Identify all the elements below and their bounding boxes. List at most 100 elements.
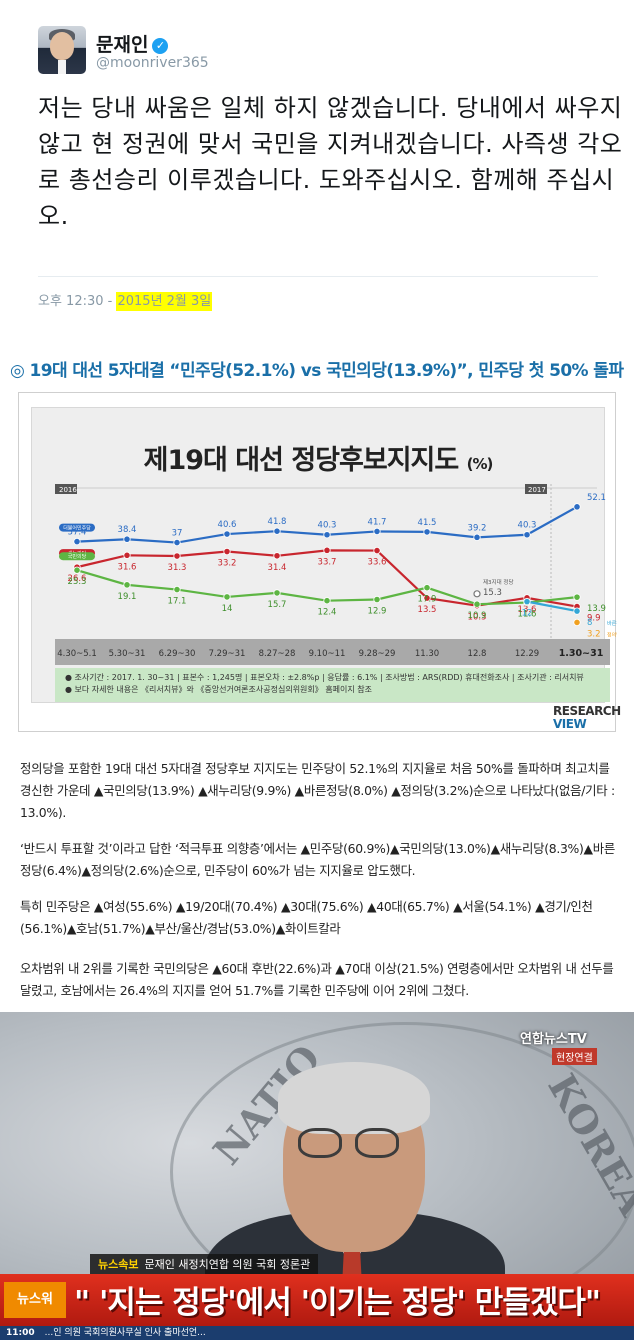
article-paragraph-2: ‘반드시 투표할 것’이라고 답한 ‘적극투표 의향층’에서는 ▲민주당(60.… [20, 841, 615, 878]
data-label-2-9: 11.6 [518, 610, 537, 620]
data-point-0-4 [273, 527, 281, 535]
data-label-0-3: 40.6 [218, 520, 237, 530]
logo-line2: VIEW [553, 717, 587, 731]
x-tick-label-8: 12.8 [468, 649, 487, 659]
x-axis-bar [55, 639, 610, 665]
annotation-value: 15.3 [483, 588, 502, 598]
data-point-2-3 [223, 593, 231, 601]
live-tag: 현장연결 [552, 1048, 597, 1065]
year-badge-2017 [525, 484, 547, 494]
data-label-2-8: 10.9 [468, 611, 487, 621]
data-label-2-10: 13.9 [587, 604, 606, 614]
user-handle[interactable]: @moonriver365 [96, 55, 209, 71]
data-label-1-2: 31.3 [168, 563, 187, 573]
x-tick-label-5: 9.10~11 [309, 649, 346, 659]
article-headline: ◎ 19대 대선 5자대결 “민주당(52.1%) vs 국민의당(13.9%)… [10, 361, 624, 381]
display-name-text: 문재인 [96, 34, 149, 56]
tweet-text: 저는 당내 싸움은 일체 하지 않겠습니다. 당내에서 싸우지 않고 현 정권에… [38, 94, 623, 230]
data-point-0-3 [223, 530, 231, 538]
avatar-shirt [58, 60, 66, 74]
data-label-4-10: 3.2 [587, 629, 601, 639]
display-name[interactable]: 문재인 ✓ [96, 30, 169, 57]
data-point-2-4 [273, 589, 281, 597]
year-badge-2016 [55, 484, 77, 494]
tweet-timestamp[interactable]: 오후 12:30 - 2015년 2월 3일 [38, 290, 213, 311]
series-chip-label-0: 더불어민주당 [63, 525, 91, 532]
x-tick-label-4: 8.27~28 [259, 649, 296, 659]
logo-line1: RESEARCH [553, 704, 621, 718]
tweet-divider [38, 276, 598, 277]
data-point-4-10 [573, 618, 581, 627]
data-point-1-6 [373, 546, 381, 555]
year-label-2017: 2017 [528, 486, 546, 494]
data-label-3-10: 8 [587, 618, 592, 628]
data-label-1-0: 26.6 [68, 574, 87, 584]
annotation-text: 제3지대 정당 [483, 578, 514, 586]
data-point-2-5 [323, 597, 331, 605]
data-label-2-3: 14 [222, 604, 233, 614]
data-point-0-0 [73, 537, 81, 546]
article-paragraph-1: 정의당을 포함한 19대 대선 5자대결 정당후보 지지도는 민주당이 52.1… [20, 761, 615, 820]
data-label-1-4: 31.4 [268, 563, 287, 573]
data-point-2-1 [123, 581, 131, 589]
data-point-3-10 [573, 607, 581, 615]
series-chip-label-2: 국민의당 [68, 553, 87, 560]
data-label-2-5: 12.4 [318, 608, 337, 618]
data-label-0-9: 40.3 [518, 521, 537, 531]
glasses-left-lens [298, 1128, 342, 1158]
news-caption: " '지는 정당'에서 '이기는 정당' 만들겠다" [74, 1285, 601, 1321]
chart-title: 제19대 대선 정당후보지지도 (%) [32, 438, 604, 477]
data-label-2-6: 12.9 [368, 607, 387, 617]
data-label-1-7: 13.5 [418, 605, 437, 615]
glasses-right-lens [355, 1128, 399, 1158]
tweet-date: 2015년 2월 3일 [116, 292, 213, 311]
x-tick-label-2: 6.29~30 [159, 649, 196, 659]
researchview-logo: RESEARCH VIEW [553, 705, 633, 731]
avatar[interactable] [38, 26, 86, 74]
data-point-2-0 [73, 566, 81, 574]
data-label-1-10: 9.9 [587, 614, 601, 624]
data-point-0-9 [523, 531, 531, 539]
lower-subtitle-text: 문재인 새정치연합 의원 국회 정론관 [144, 1258, 311, 1271]
lower-subtitle: 뉴스속보 문재인 새정치연합 의원 국회 정론관 [90, 1254, 319, 1274]
data-point-3-9 [523, 598, 531, 606]
data-point-2-8 [473, 600, 481, 608]
data-label-2-0: 25.3 [68, 577, 87, 587]
data-label-1-1: 31.6 [118, 562, 137, 572]
series-line-3 [526, 600, 578, 613]
data-label-3-9: 12 [522, 609, 533, 619]
data-point-0-2 [173, 538, 181, 547]
x-axis-labels: 4.30~5.1 5.30~31 6.29~30 7.29~31 8.27~28 9.10… [57, 648, 603, 659]
x-tick-label-9: 12.29 [515, 649, 539, 659]
data-point-1-1 [123, 551, 131, 559]
x-tick-label-1: 5.30~31 [109, 649, 146, 659]
data-point-0-8 [473, 533, 481, 541]
data-label-0-6: 41.7 [368, 517, 387, 527]
data-label-1-8: 10.3 [468, 613, 487, 623]
data-point-2-7 [423, 584, 431, 592]
ticker-text: ...인 의원 국회의원사무실 인사 출마선언... [44, 1328, 206, 1338]
survey-note-line2: ● 보다 자세한 내용은 《리서치뷰》와 《중앙선거여론조사공정심의위원회》 홈… [65, 685, 373, 694]
data-label-0-4: 41.8 [268, 517, 287, 527]
data-point-2-2 [173, 585, 181, 594]
data-point-0-5 [323, 531, 331, 539]
program-brand: 뉴스워 [4, 1282, 66, 1318]
data-point-1-2 [173, 552, 181, 560]
news-video-frame[interactable]: NATIO KOREA 연합뉴스TV 현장연결 뉴스속보 문재인 새정치연합 의원… [0, 1012, 634, 1340]
news-ticker: 11:00 ...인 의원 국회의원사무실 인사 출마선언... [0, 1326, 634, 1340]
x-tick-label-3: 7.29~31 [209, 649, 246, 659]
data-label-0-5: 40.3 [318, 521, 337, 531]
data-label-0-1: 38.4 [118, 525, 137, 535]
data-point-2-10 [573, 593, 581, 601]
data-point-0-7 [423, 528, 431, 536]
data-point-2-6 [373, 595, 381, 604]
data-label-0-2: 37 [172, 529, 183, 539]
year-label-2016: 2016 [59, 486, 77, 494]
ticker-clock: 11:00 [6, 1328, 35, 1338]
tweet-time: 오후 12:30 - [38, 294, 113, 309]
data-point-1-7 [423, 594, 431, 602]
chart-title-unit: (%) [466, 455, 494, 473]
data-label-2-7: 17.9 [418, 595, 437, 605]
x-tick-label-0: 4.30~5.1 [57, 649, 97, 659]
annotation-marker [473, 590, 481, 598]
